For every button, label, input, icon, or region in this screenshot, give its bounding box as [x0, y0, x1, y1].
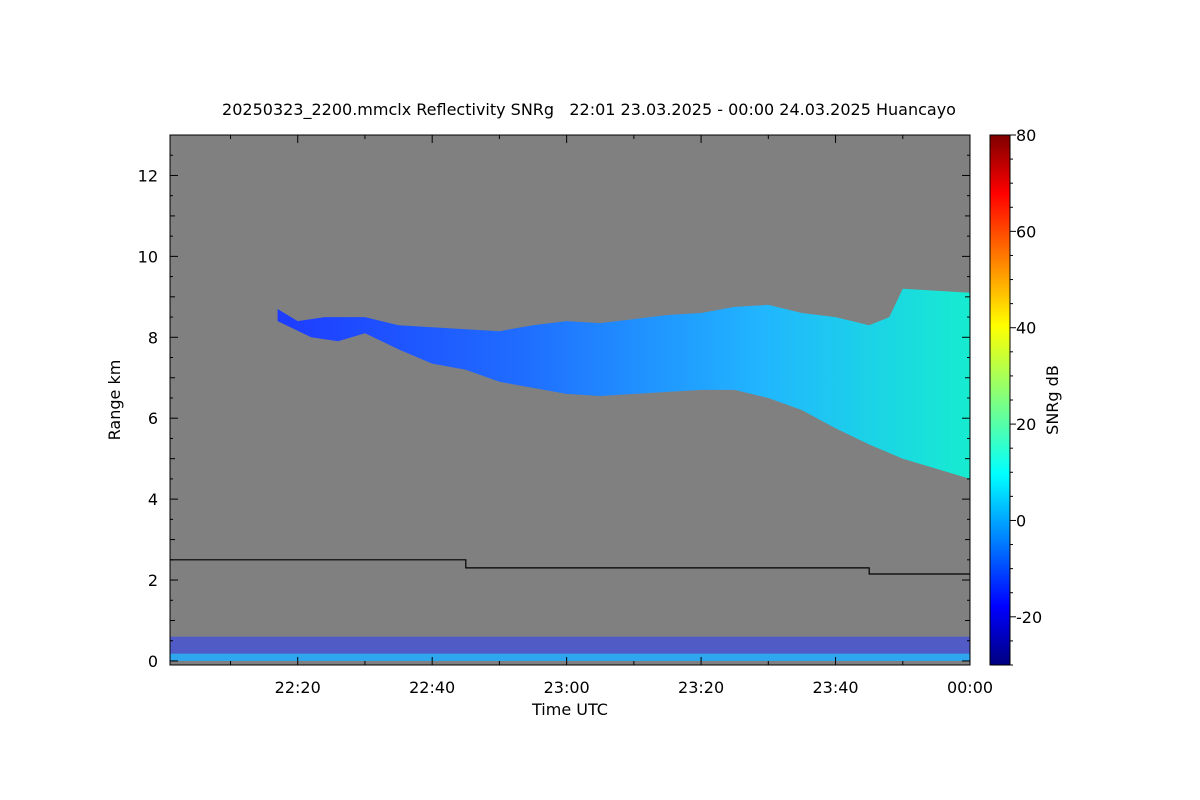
y-tick-label: 4 — [148, 490, 158, 509]
x-axis: 22:20 22:40 23:00 23:20 23:40 00:00 — [230, 135, 993, 697]
x-tick-label: 22:20 — [275, 678, 321, 697]
colorbar-tick-label: 80 — [1016, 126, 1036, 145]
y-tick-label: 10 — [138, 247, 158, 266]
colorbar-axis: -20 0 20 40 60 80 — [1010, 126, 1042, 666]
y-axis-title: Range km — [105, 360, 124, 441]
x-axis-title: Time UTC — [531, 700, 608, 719]
y-tick-label: 2 — [148, 571, 158, 590]
y-tick-label: 6 — [148, 409, 158, 428]
x-tick-label: 23:00 — [544, 678, 590, 697]
colorbar-tick-label: 20 — [1016, 415, 1036, 434]
colorbar-tick-label: 60 — [1016, 222, 1036, 241]
colorbar — [989, 134, 1011, 666]
boundary-line — [170, 559, 970, 575]
y-tick-label: 8 — [148, 328, 158, 347]
chart-title: 20250323_2200.mmclx Reflectivity SNRg 22… — [222, 100, 956, 120]
near-ground-echo — [170, 636, 970, 661]
colorbar-title: SNRg dB — [1043, 365, 1062, 435]
colorbar-tick-label: 0 — [1016, 511, 1026, 530]
plot-frame — [169, 134, 971, 666]
x-tick-label: 23:40 — [812, 678, 858, 697]
x-tick-label: 22:40 — [409, 678, 455, 697]
plot-area — [170, 288, 970, 661]
x-tick-label: 23:20 — [678, 678, 724, 697]
cloud-layer — [277, 288, 970, 479]
y-tick-label: 12 — [138, 166, 158, 185]
y-axis: 0 2 4 6 8 10 12 — [138, 134, 970, 671]
ground-echo-core — [170, 653, 970, 661]
y-tick-label: 0 — [148, 652, 158, 671]
colorbar-tick-label: -20 — [1016, 608, 1042, 627]
x-tick-label: 00:00 — [947, 678, 993, 697]
colorbar-tick-label: 40 — [1016, 319, 1036, 338]
